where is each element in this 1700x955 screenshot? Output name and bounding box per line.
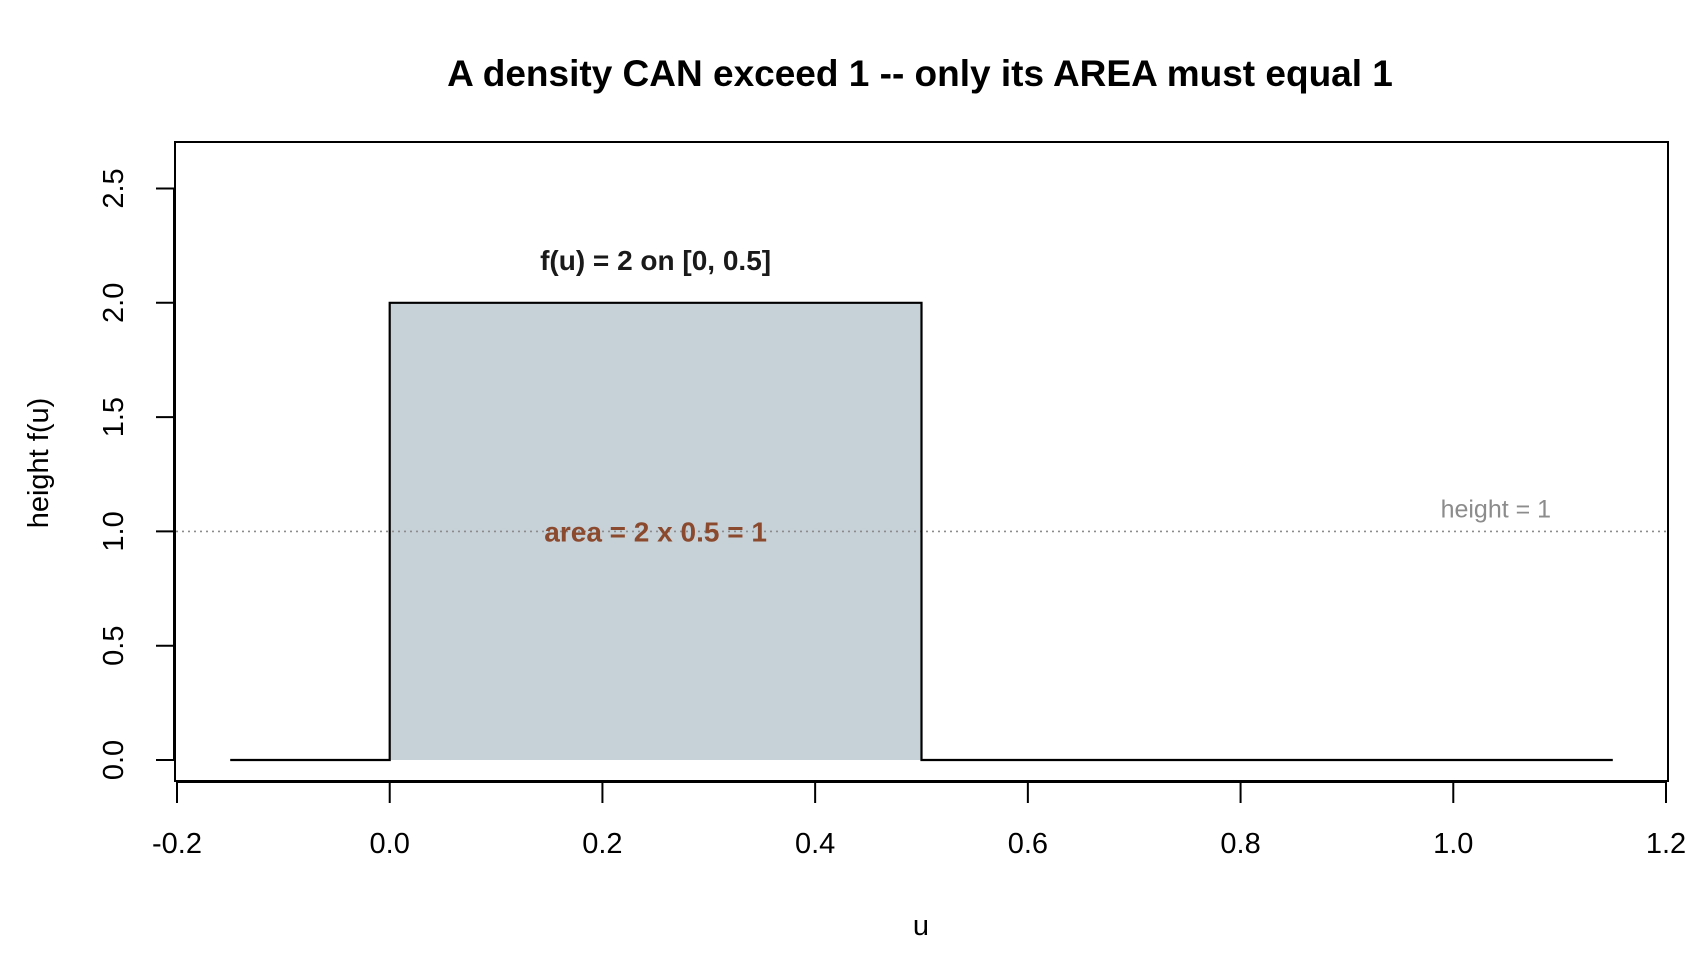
- y-tick-label: 1.0: [98, 511, 130, 551]
- chart-title: A density CAN exceed 1 -- only its AREA …: [447, 53, 1393, 94]
- y-axis-label: height f(u): [23, 398, 55, 529]
- shaded-area-region: [389, 302, 922, 760]
- x-tick-label: 1.0: [1433, 828, 1473, 860]
- x-tick-label: 0.8: [1220, 828, 1260, 860]
- x-tick-label: 0.2: [582, 828, 622, 860]
- x-axis-label: u: [913, 910, 929, 942]
- annotation-density-value: f(u) = 2 on [0, 0.5]: [540, 245, 771, 276]
- marks-layer: height = 1 f(u) = 2 on [0, 0.5] area = 2 x…: [176, 245, 1667, 762]
- x-tick-label: 0.6: [1008, 828, 1048, 860]
- x-tick-label: 1.2: [1646, 828, 1686, 860]
- y-tick-label: 2.5: [98, 168, 130, 208]
- y-tick-label: 0.0: [98, 740, 130, 780]
- density-line: [230, 301, 1613, 762]
- y-tick-label: 0.5: [98, 626, 130, 666]
- y-tick-label: 2.0: [98, 283, 130, 323]
- x-tick-label: 0.0: [370, 828, 410, 860]
- x-tick-label: -0.2: [152, 828, 202, 860]
- y-tick-label: 1.5: [98, 397, 130, 437]
- reference-line-label: height = 1: [1441, 495, 1552, 523]
- ticks-layer: -0.2 0.0 0.2 0.4 0.6 0.8 1.0 1.2 0.0 0.5 1.0 1.5 2.0…: [98, 168, 1686, 860]
- annotation-area-value: area = 2 x 0.5 = 1: [544, 516, 767, 547]
- x-tick-label: 0.4: [795, 828, 835, 860]
